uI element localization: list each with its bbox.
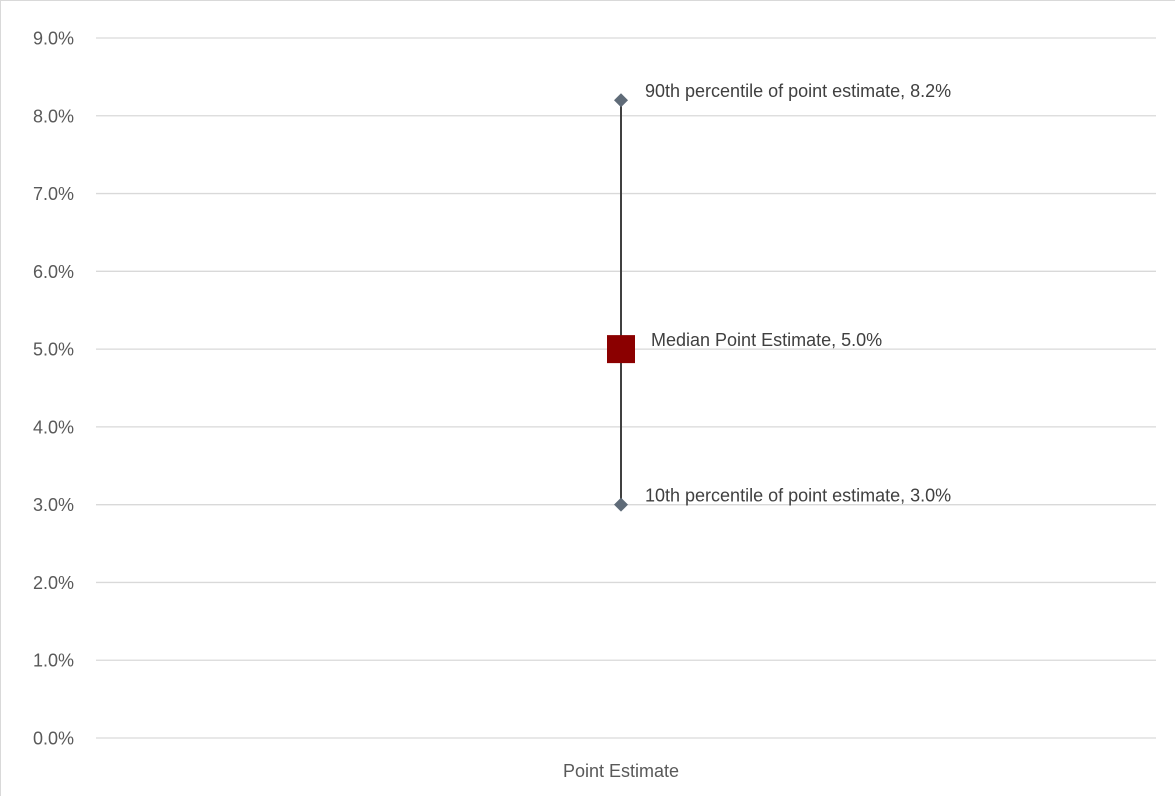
y-tick-label: 9.0% xyxy=(33,29,74,49)
data-label: Median Point Estimate, 5.0% xyxy=(651,330,882,350)
data-labels: 90th percentile of point estimate, 8.2% M… xyxy=(645,81,951,505)
y-axis-tick-labels: 0.0% 1.0% 2.0% 3.0% 4.0% 5.0% 6.0% 7.0% 8.0% 9.0% xyxy=(33,29,74,749)
percentile-diamond-marker xyxy=(614,93,628,108)
gridlines xyxy=(96,37,1156,739)
y-tick-label: 4.0% xyxy=(33,417,74,437)
median-square-marker xyxy=(607,335,635,364)
y-tick-label: 0.0% xyxy=(33,729,74,749)
y-tick-label: 6.0% xyxy=(33,262,74,282)
y-tick-label: 5.0% xyxy=(33,340,74,360)
data-label: 10th percentile of point estimate, 3.0% xyxy=(645,486,951,506)
y-tick-label: 8.0% xyxy=(33,106,74,126)
data-markers xyxy=(607,93,635,512)
percentile-diamond-marker xyxy=(614,497,628,512)
y-tick-label: 3.0% xyxy=(33,495,74,515)
y-tick-label: 1.0% xyxy=(33,651,74,671)
data-label: 90th percentile of point estimate, 8.2% xyxy=(645,81,951,101)
y-tick-label: 2.0% xyxy=(33,573,74,593)
x-axis-category-labels: Point Estimate xyxy=(563,761,679,781)
x-category-label: Point Estimate xyxy=(563,761,679,781)
y-tick-label: 7.0% xyxy=(33,184,74,204)
